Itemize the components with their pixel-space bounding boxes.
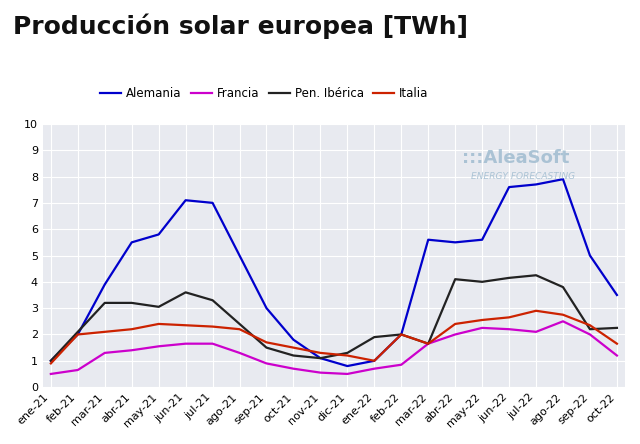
Francia [182, 341, 189, 346]
Francia [451, 332, 459, 337]
Pen. Ibérica [613, 325, 621, 330]
Alemania [478, 237, 486, 242]
Francia [559, 319, 567, 324]
Italia [128, 326, 136, 332]
Francia [613, 353, 621, 358]
Pen. Ibérica [236, 321, 243, 327]
Francia [505, 326, 513, 332]
Line: Italia: Italia [51, 311, 617, 364]
Francia [101, 350, 109, 356]
Pen. Ibérica [47, 358, 54, 364]
Italia [424, 341, 432, 346]
Pen. Ibérica [101, 300, 109, 305]
Pen. Ibérica [559, 285, 567, 290]
Alemania [424, 237, 432, 242]
Italia [47, 361, 54, 366]
Alemania [47, 358, 54, 364]
Pen. Ibérica [182, 289, 189, 295]
Alemania [586, 253, 594, 258]
Alemania [344, 363, 351, 369]
Alemania [290, 337, 298, 342]
Alemania [155, 232, 163, 237]
Alemania [559, 177, 567, 182]
Line: Alemania: Alemania [51, 179, 617, 366]
Francia [47, 371, 54, 377]
Pen. Ibérica [128, 300, 136, 305]
Francia [74, 367, 82, 373]
Pen. Ibérica [317, 356, 324, 361]
Italia [182, 323, 189, 328]
Pen. Ibérica [505, 275, 513, 281]
Alemania [505, 184, 513, 190]
Alemania [209, 200, 216, 206]
Italia [371, 358, 378, 364]
Pen. Ibérica [397, 332, 405, 337]
Francia [586, 332, 594, 337]
Francia [155, 344, 163, 349]
Italia [451, 321, 459, 327]
Line: Pen. Ibérica: Pen. Ibérica [51, 275, 617, 361]
Pen. Ibérica [532, 273, 540, 278]
Legend: Alemania, Francia, Pen. Ibérica, Italia: Alemania, Francia, Pen. Ibérica, Italia [95, 83, 433, 105]
Alemania [128, 240, 136, 245]
Francia [424, 341, 432, 346]
Francia [371, 366, 378, 371]
Italia [101, 329, 109, 334]
Text: :::AleaSoft: :::AleaSoft [462, 149, 570, 167]
Pen. Ibérica [424, 341, 432, 346]
Italia [74, 332, 82, 337]
Pen. Ibérica [344, 350, 351, 356]
Pen. Ibérica [155, 304, 163, 309]
Francia [317, 370, 324, 375]
Francia [128, 348, 136, 353]
Italia [586, 323, 594, 328]
Italia [397, 332, 405, 337]
Pen. Ibérica [371, 334, 378, 340]
Francia [532, 329, 540, 334]
Italia [209, 324, 216, 329]
Alemania [532, 182, 540, 187]
Pen. Ibérica [74, 329, 82, 334]
Italia [478, 317, 486, 323]
Alemania [236, 253, 243, 258]
Italia [559, 312, 567, 317]
Francia [290, 366, 298, 371]
Italia [317, 350, 324, 356]
Francia [397, 362, 405, 367]
Alemania [451, 240, 459, 245]
Pen. Ibérica [478, 279, 486, 285]
Text: ENERGY FORECASTING: ENERGY FORECASTING [470, 172, 575, 181]
Italia [155, 321, 163, 327]
Pen. Ibérica [209, 297, 216, 303]
Italia [290, 345, 298, 350]
Francia [262, 361, 270, 366]
Italia [344, 353, 351, 358]
Text: Producción solar europea [TWh]: Producción solar europea [TWh] [13, 13, 468, 39]
Alemania [262, 305, 270, 311]
Alemania [74, 332, 82, 337]
Italia [505, 315, 513, 320]
Pen. Ibérica [262, 345, 270, 350]
Alemania [613, 292, 621, 297]
Alemania [101, 282, 109, 287]
Francia [209, 341, 216, 346]
Alemania [371, 358, 378, 364]
Pen. Ibérica [586, 326, 594, 332]
Pen. Ibérica [290, 353, 298, 358]
Italia [236, 326, 243, 332]
Francia [344, 371, 351, 377]
Alemania [317, 356, 324, 361]
Francia [236, 350, 243, 356]
Italia [532, 308, 540, 313]
Pen. Ibérica [451, 277, 459, 282]
Alemania [182, 198, 189, 203]
Italia [262, 340, 270, 345]
Italia [613, 341, 621, 346]
Alemania [397, 332, 405, 337]
Line: Francia: Francia [51, 321, 617, 374]
Francia [478, 325, 486, 330]
